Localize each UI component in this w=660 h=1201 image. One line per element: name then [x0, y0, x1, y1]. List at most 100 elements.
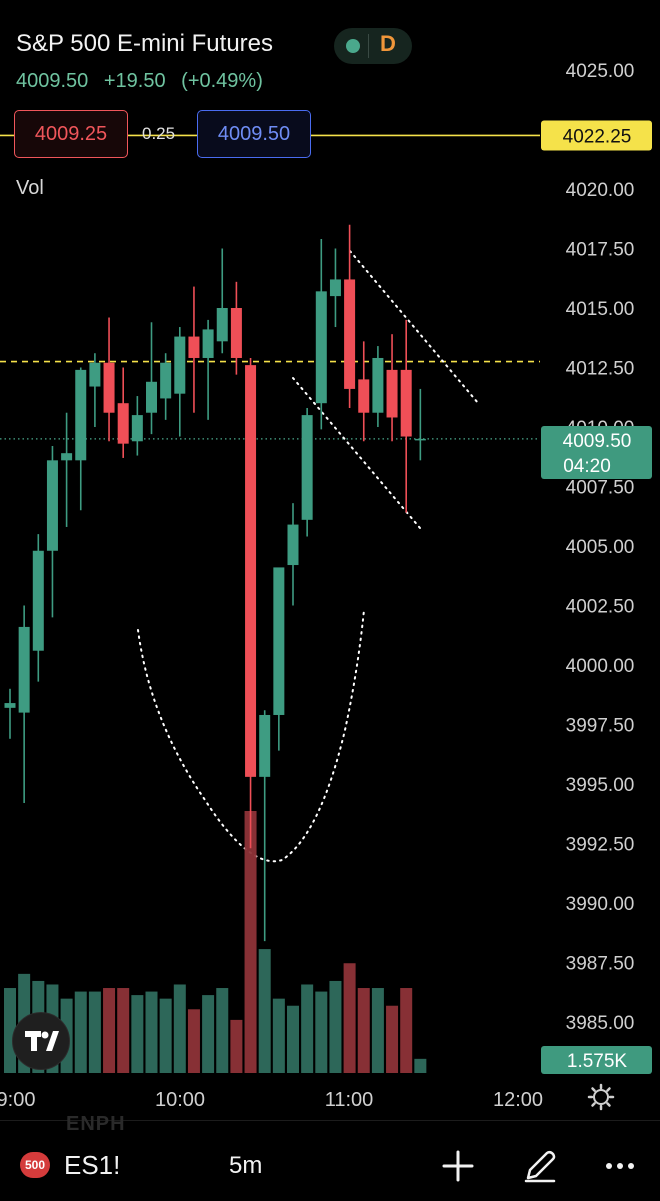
- candle-body: [287, 524, 299, 566]
- volume-bar: [315, 991, 328, 1073]
- spread-value: 0.25: [142, 124, 176, 143]
- candle-body: [103, 362, 115, 413]
- channel-upper-line: [349, 250, 479, 404]
- price-tick-label: 3987.50: [566, 954, 635, 975]
- price-change: +19.50: [103, 70, 166, 92]
- symbol-badge[interactable]: 500: [20, 1152, 50, 1178]
- settings-gear-icon[interactable]: [586, 1082, 616, 1112]
- candle-body: [358, 379, 370, 413]
- candle-body: [273, 567, 285, 715]
- candle-body: [301, 415, 313, 520]
- volume-bar: [244, 811, 257, 1073]
- volume-bar: [272, 998, 285, 1073]
- candle-body: [202, 329, 214, 358]
- time-tick-label: 10:00: [155, 1089, 205, 1111]
- market-open-icon: [346, 39, 360, 53]
- watchlist-ghost-text: ENPH: [66, 1113, 126, 1135]
- channel-lower-line: [292, 377, 421, 529]
- time-tick-label: 11:00: [325, 1089, 374, 1111]
- volume-bar: [371, 988, 384, 1073]
- candle-body: [18, 626, 30, 713]
- volume-value-label: 1.575K: [567, 1051, 628, 1072]
- current-price-label: 4009.50: [563, 431, 632, 452]
- price-tick-label: 3995.00: [566, 775, 635, 796]
- volume-bar: [414, 1058, 427, 1073]
- candle-series: [4, 224, 426, 942]
- buy-button[interactable]: 4009.50: [197, 110, 311, 158]
- candle-body: [4, 703, 16, 708]
- price-axis: 4025.004020.004017.504015.004012.504010.…: [541, 61, 652, 1074]
- price-tick-label: 4017.50: [566, 240, 635, 261]
- candle-body: [414, 438, 426, 441]
- volume-bar: [287, 1005, 299, 1073]
- candle-body: [230, 308, 242, 358]
- current-price-tag: [541, 426, 652, 479]
- volume-bar: [357, 988, 370, 1073]
- volume-bar: [230, 1019, 243, 1073]
- candle-body: [131, 415, 143, 442]
- volume-bar: [145, 991, 158, 1073]
- more-options-icon[interactable]: [600, 1146, 640, 1186]
- volume-bars: [4, 811, 427, 1073]
- alert-price-label: 4022.25: [563, 126, 632, 147]
- volume-bar: [343, 963, 356, 1073]
- candle-body: [174, 336, 186, 394]
- candle-body: [89, 362, 101, 387]
- time-tick-label: 12:00: [493, 1089, 543, 1111]
- cup-pattern-drawing: [137, 609, 365, 863]
- price-tick-label: 4000.00: [566, 656, 635, 677]
- price-change-pct: (+0.49%): [181, 70, 263, 92]
- candle-body: [32, 550, 44, 651]
- tradingview-logo[interactable]: [12, 1012, 70, 1070]
- drawing-overlays: [0, 134, 540, 863]
- candle-body: [400, 369, 412, 437]
- candle-body: [75, 369, 87, 461]
- candle-body: [245, 365, 257, 777]
- volume-bar: [216, 988, 229, 1073]
- alert-price-tag: [541, 120, 652, 151]
- volume-bar: [88, 991, 101, 1073]
- candle-body: [372, 357, 384, 413]
- price-tick-label: 4025.00: [566, 61, 635, 82]
- candle-body: [117, 403, 129, 444]
- volume-bar: [329, 980, 342, 1073]
- volume-bar: [117, 988, 130, 1073]
- volume-bar: [4, 988, 16, 1073]
- price-tick-label: 4005.00: [566, 537, 635, 558]
- volume-bar: [301, 984, 314, 1073]
- price-tick-label: 4020.00: [566, 180, 635, 201]
- volume-bar: [74, 991, 87, 1073]
- bar-countdown-label: 04:20: [563, 456, 611, 477]
- volume-bar: [258, 949, 271, 1073]
- candle-body: [46, 460, 58, 551]
- candle-body: [188, 336, 200, 358]
- candle-body: [344, 279, 356, 389]
- candle-body: [61, 453, 73, 461]
- candle-body: [216, 308, 228, 342]
- sell-button[interactable]: 4009.25: [14, 110, 128, 158]
- candle-body: [259, 714, 271, 777]
- interval-button[interactable]: 5m: [229, 1152, 263, 1179]
- volume-bar: [159, 998, 172, 1073]
- last-price: 4009.50: [16, 70, 89, 92]
- price-tick-label: 3992.50: [566, 835, 635, 856]
- price-tick-label: 3997.50: [566, 716, 635, 737]
- volume-bar: [131, 995, 144, 1073]
- plus-icon[interactable]: [438, 1146, 478, 1186]
- volume-bar: [386, 1005, 399, 1073]
- volume-legend[interactable]: Vol: [16, 177, 44, 199]
- symbol-button[interactable]: ES1!: [64, 1150, 121, 1180]
- delay-indicator: D: [380, 31, 396, 56]
- instrument-title[interactable]: S&P 500 E-mini Futures: [16, 30, 274, 57]
- candle-body: [329, 279, 341, 297]
- volume-bar: [187, 1009, 200, 1073]
- candle-body: [386, 369, 398, 418]
- volume-bar: [400, 988, 413, 1073]
- volume-bar: [173, 984, 186, 1073]
- price-chart[interactable]: 4025.004020.004017.504015.004012.504010.…: [0, 0, 660, 1120]
- volume-value-tag: [541, 1046, 652, 1074]
- time-tick-label: 9:00: [0, 1089, 35, 1111]
- drawing-pen-icon[interactable]: [520, 1146, 560, 1186]
- price-tick-label: 4002.50: [566, 597, 635, 618]
- quote-line: 4009.50 +19.50 (+0.49%): [16, 70, 273, 93]
